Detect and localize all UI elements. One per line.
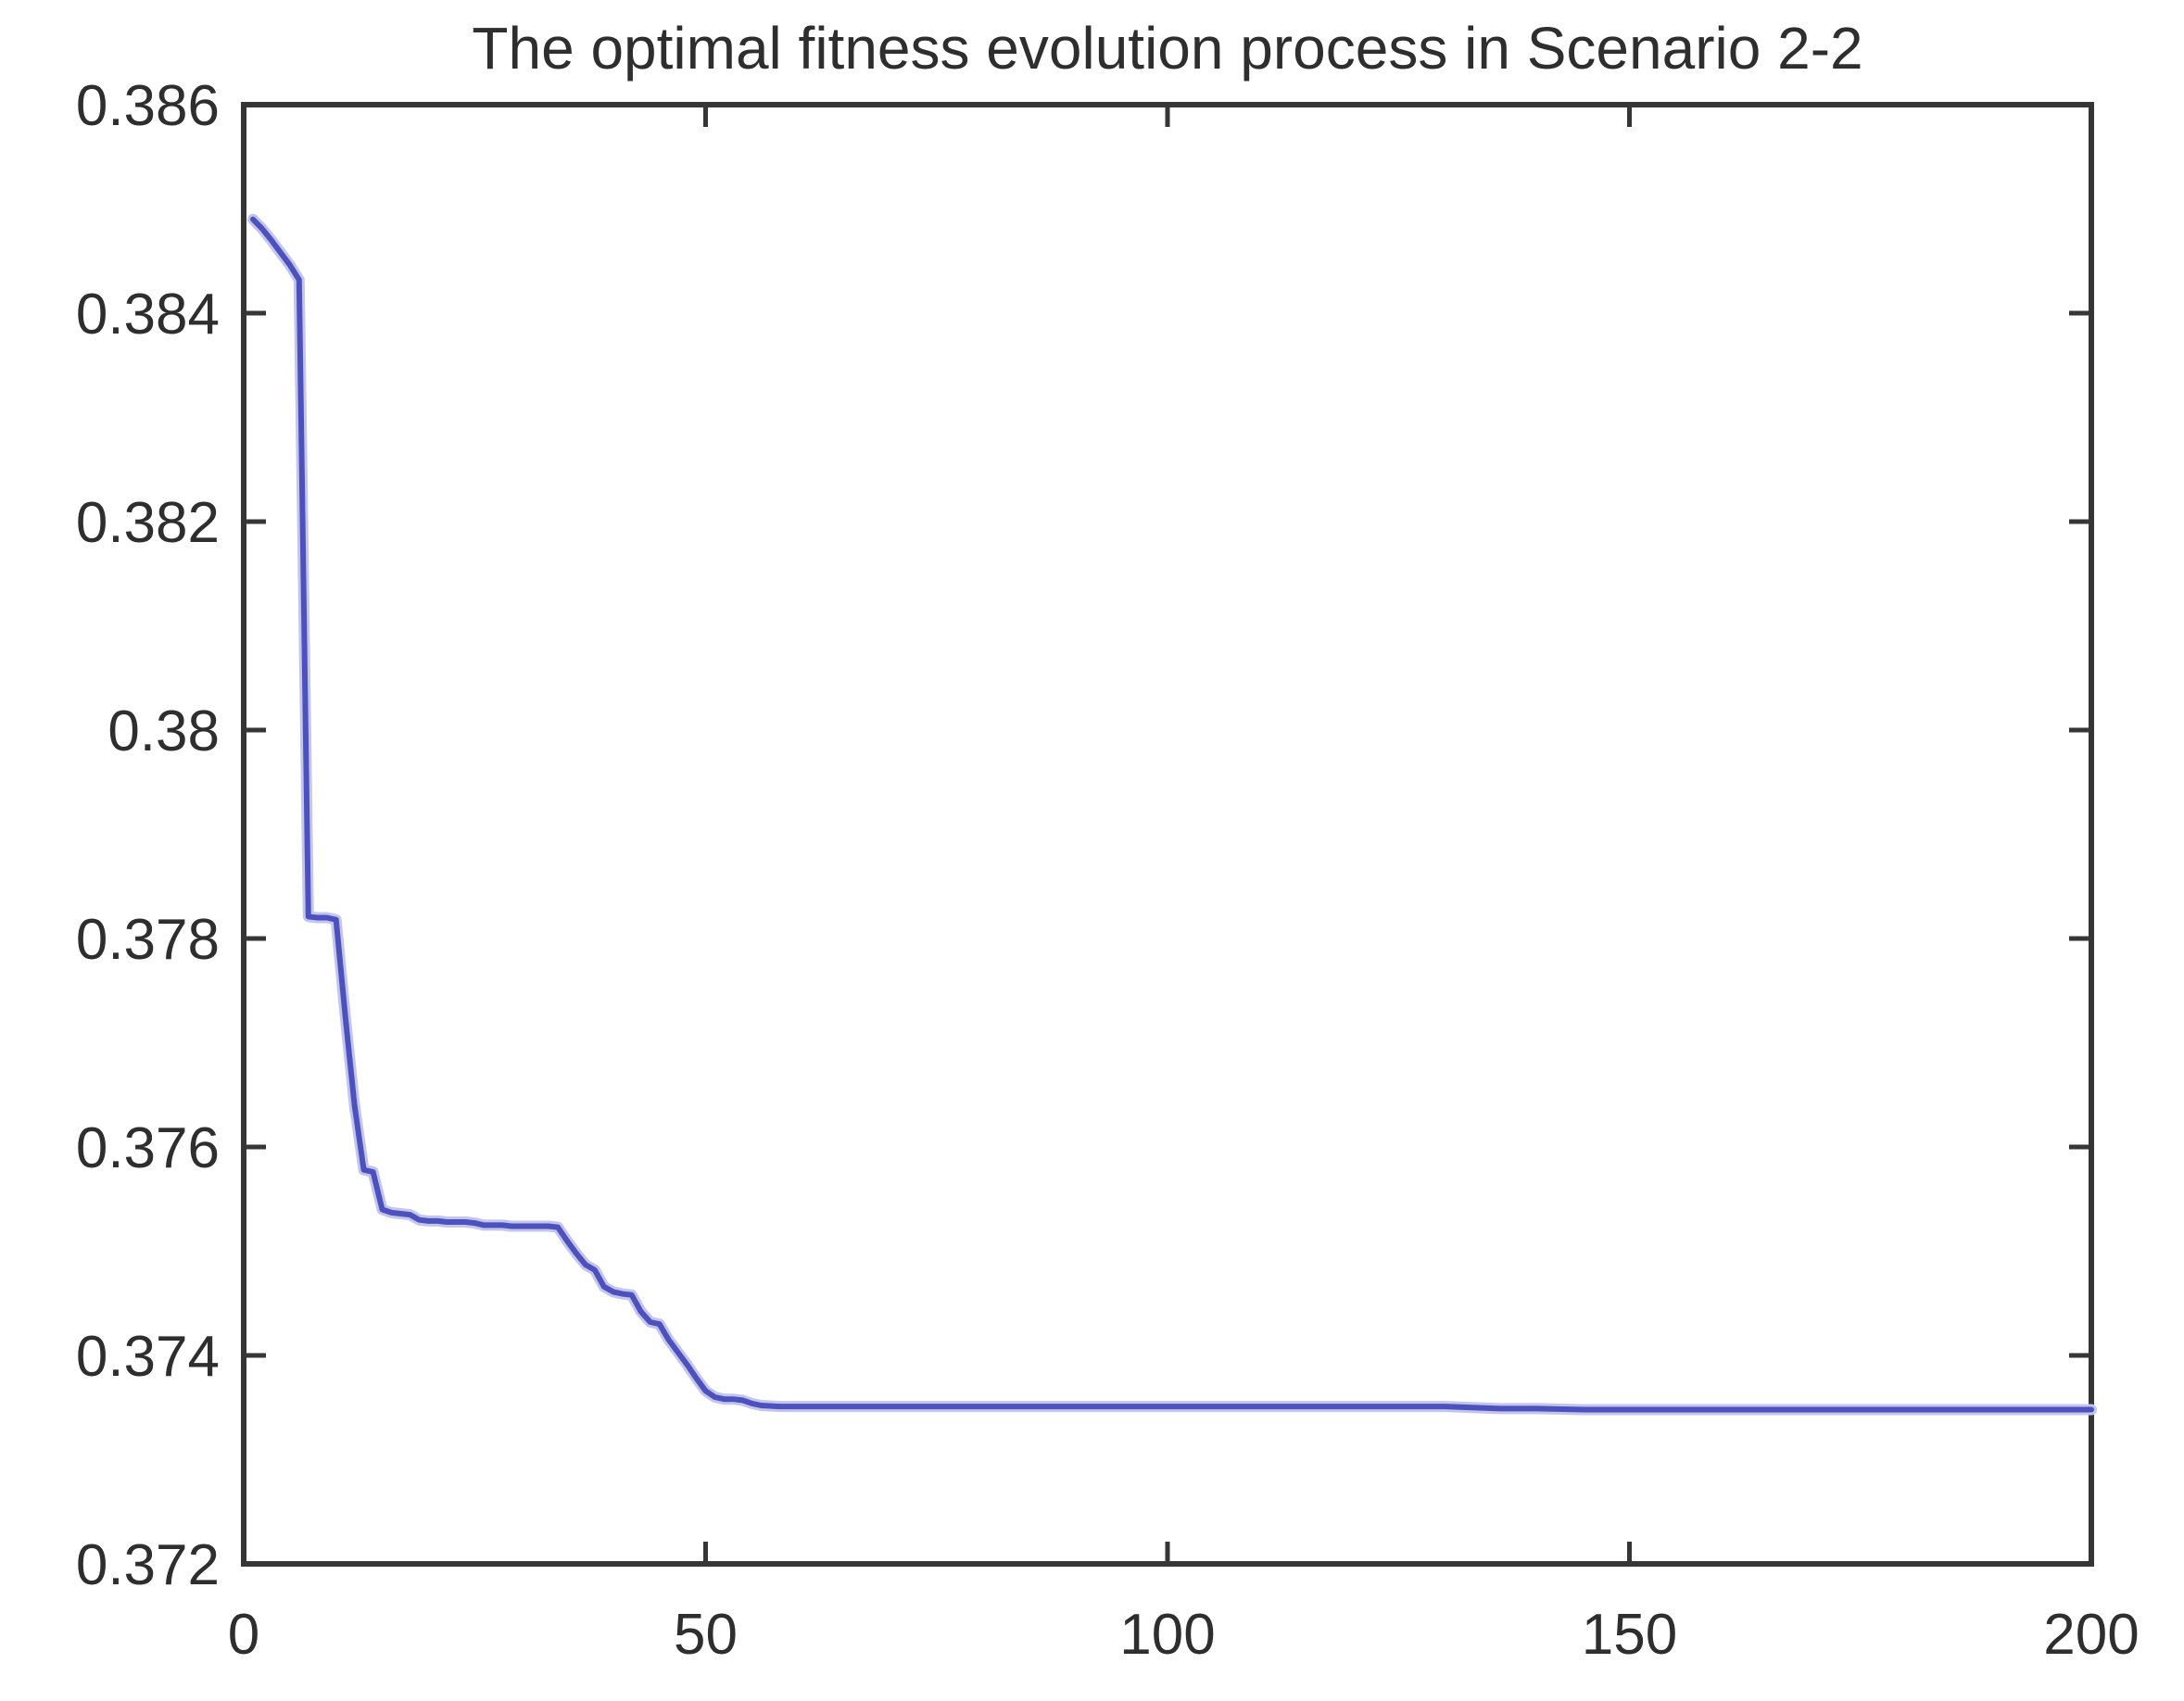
fitness-line [250, 216, 2094, 1413]
y-tick-label: 0.384 [76, 283, 220, 346]
y-tick-label: 0.378 [76, 908, 220, 972]
y-tick-label: 0.386 [76, 74, 220, 138]
y-tick-label: 0.372 [76, 1533, 220, 1597]
y-tick-label: 0.376 [76, 1116, 220, 1180]
y-tick-label: 0.38 [107, 699, 220, 763]
x-tick-label: 0 [228, 1603, 259, 1667]
x-tick-label: 50 [674, 1603, 738, 1667]
plot-box [241, 102, 2094, 1567]
x-tick-label: 200 [2043, 1603, 2139, 1667]
fitness-line-halo [247, 213, 2097, 1416]
y-tick-label: 0.374 [76, 1325, 220, 1389]
x-tick-label: 100 [1119, 1603, 1215, 1667]
chart-title: The optimal fitness evolution process in… [472, 15, 1863, 82]
x-tick-label: 150 [1582, 1603, 1677, 1667]
y-tick-label: 0.382 [76, 491, 220, 555]
